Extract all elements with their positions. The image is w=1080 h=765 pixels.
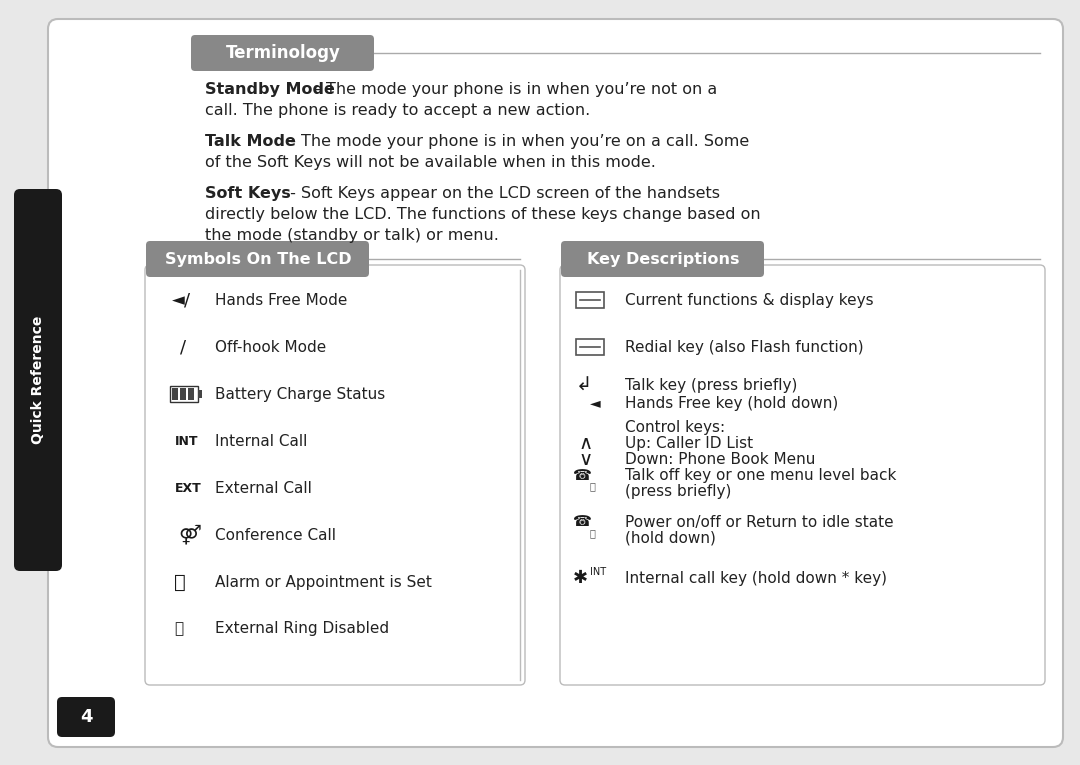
Bar xyxy=(576,292,604,308)
Text: ✱: ✱ xyxy=(573,569,589,587)
Text: Redial key (also Flash function): Redial key (also Flash function) xyxy=(625,340,864,354)
FancyBboxPatch shape xyxy=(191,35,374,71)
Text: directly below the LCD. The functions of these keys change based on: directly below the LCD. The functions of… xyxy=(205,207,760,222)
FancyBboxPatch shape xyxy=(561,241,764,277)
Text: Hands Free Mode: Hands Free Mode xyxy=(215,292,348,308)
Text: Battery Charge Status: Battery Charge Status xyxy=(215,386,386,402)
Text: Current functions & display keys: Current functions & display keys xyxy=(625,292,874,308)
Bar xyxy=(576,339,604,355)
Text: the mode (standby or talk) or menu.: the mode (standby or talk) or menu. xyxy=(205,228,499,243)
Text: Internal Call: Internal Call xyxy=(215,434,308,448)
Text: (press briefly): (press briefly) xyxy=(625,483,731,499)
Text: ∧: ∧ xyxy=(578,434,592,453)
Text: ↲: ↲ xyxy=(576,376,592,395)
Text: Internal call key (hold down * key): Internal call key (hold down * key) xyxy=(625,571,887,585)
Text: ◄: ◄ xyxy=(590,396,600,410)
Text: ⓞ: ⓞ xyxy=(590,528,596,538)
FancyBboxPatch shape xyxy=(146,241,369,277)
Text: Talk Mode: Talk Mode xyxy=(205,134,296,149)
Text: of the Soft Keys will not be available when in this mode.: of the Soft Keys will not be available w… xyxy=(205,155,656,170)
Text: Quick Reference: Quick Reference xyxy=(31,316,45,444)
FancyBboxPatch shape xyxy=(561,265,1045,685)
Text: Conference Call: Conference Call xyxy=(215,528,336,542)
Text: ⓞ: ⓞ xyxy=(590,481,596,491)
Text: Talk key (press briefly): Talk key (press briefly) xyxy=(625,377,797,392)
Text: ☎: ☎ xyxy=(573,515,592,529)
Text: ⏰: ⏰ xyxy=(174,572,186,591)
Bar xyxy=(172,388,178,400)
Text: 4: 4 xyxy=(80,708,92,726)
Text: Alarm or Appointment is Set: Alarm or Appointment is Set xyxy=(215,575,432,590)
Text: /: / xyxy=(180,338,186,356)
FancyBboxPatch shape xyxy=(57,697,114,737)
Text: - Soft Keys appear on the LCD screen of the handsets: - Soft Keys appear on the LCD screen of … xyxy=(285,186,720,201)
Text: External Call: External Call xyxy=(215,480,312,496)
Text: External Ring Disabled: External Ring Disabled xyxy=(215,621,389,636)
Text: EXT: EXT xyxy=(175,481,202,494)
Bar xyxy=(180,388,186,400)
Text: INT: INT xyxy=(175,435,199,448)
Bar xyxy=(198,390,202,398)
Text: (hold down): (hold down) xyxy=(625,530,716,545)
FancyBboxPatch shape xyxy=(145,265,525,685)
Text: Control keys:: Control keys: xyxy=(625,419,725,435)
Text: Power on/off or Return to idle state: Power on/off or Return to idle state xyxy=(625,515,893,529)
Text: /: / xyxy=(184,291,190,309)
Text: INT: INT xyxy=(590,567,606,577)
Text: Talk off key or one menu level back: Talk off key or one menu level back xyxy=(625,467,896,483)
Text: Key Descriptions: Key Descriptions xyxy=(586,252,739,266)
Text: ❌: ❌ xyxy=(174,621,184,636)
FancyBboxPatch shape xyxy=(14,189,62,571)
Text: Down: Phone Book Menu: Down: Phone Book Menu xyxy=(625,451,815,467)
Text: Standby Mode: Standby Mode xyxy=(205,82,335,97)
Text: Soft Keys: Soft Keys xyxy=(205,186,291,201)
Text: Symbols On The LCD: Symbols On The LCD xyxy=(164,252,351,266)
Bar xyxy=(188,388,194,400)
Text: Up: Caller ID List: Up: Caller ID List xyxy=(625,435,753,451)
Text: ◄: ◄ xyxy=(172,291,185,309)
Text: Off-hook Mode: Off-hook Mode xyxy=(215,340,326,354)
Text: call. The phone is ready to accept a new action.: call. The phone is ready to accept a new… xyxy=(205,103,591,118)
Text: - The mode your phone is in when you’re not on a: - The mode your phone is in when you’re … xyxy=(310,82,717,97)
Bar xyxy=(170,386,198,402)
Text: ☎: ☎ xyxy=(573,467,592,483)
Text: Hands Free key (hold down): Hands Free key (hold down) xyxy=(625,396,838,411)
Text: Terminology: Terminology xyxy=(226,44,340,62)
Text: ∨: ∨ xyxy=(578,450,592,468)
FancyBboxPatch shape xyxy=(48,19,1063,747)
Text: - The mode your phone is in when you’re on a call. Some: - The mode your phone is in when you’re … xyxy=(285,134,750,149)
Text: ⚤: ⚤ xyxy=(178,525,201,545)
